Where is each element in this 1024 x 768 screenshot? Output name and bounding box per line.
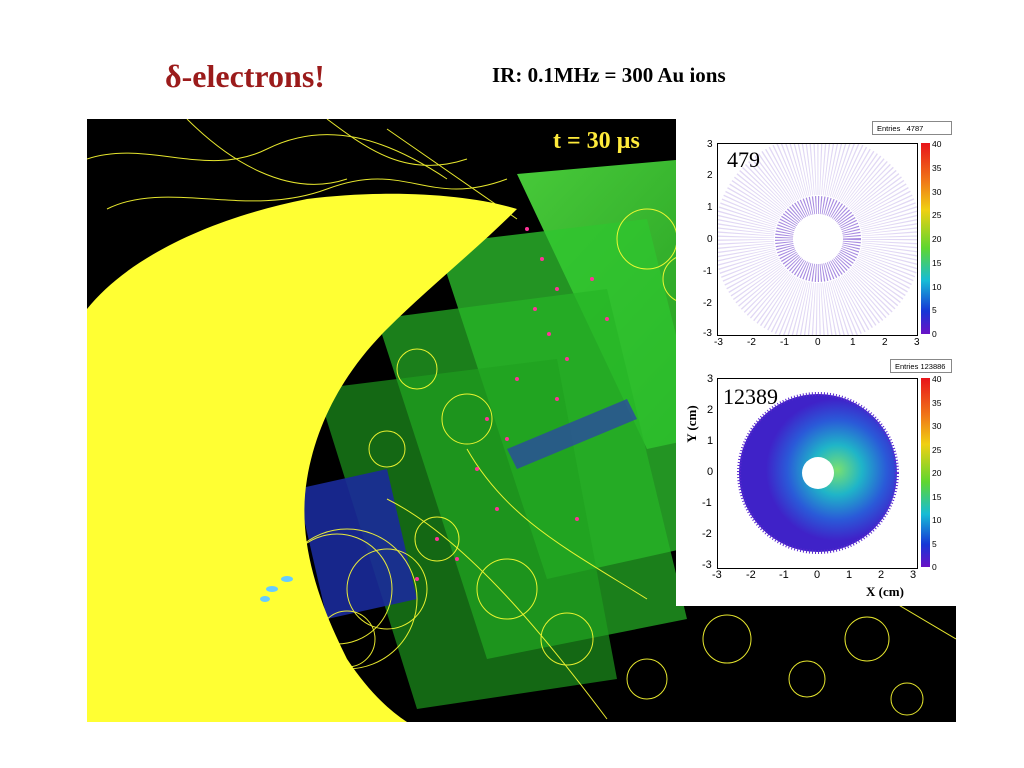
y-tick-1-6: -3 [703,328,712,339]
y-tick-2-4: -1 [702,497,712,509]
entries-value: 123886 [920,362,946,371]
colorbar-tick-1-2: 30 [932,187,942,197]
colorbar-tick-2-0: 40 [932,374,942,384]
y-tick-1-0: 3 [707,139,713,150]
x-tick-2-0: -3 [712,569,722,581]
y-tick-2-5: -2 [702,528,712,540]
entries-box-2: Entries 123886 [890,359,952,373]
y-axis-label: Y (cm) [684,405,699,443]
entries-box-1: Entries 4787 [872,121,952,135]
colorbar-tick-1-4: 20 [932,234,942,244]
plot-frame-1 [714,135,922,343]
slide-title: δ-electrons! [165,58,325,94]
colorbar-tick-2-3: 25 [932,445,942,455]
colorbar-tick-2-8: 0 [932,562,937,572]
y-tick-2-0: 3 [707,373,714,385]
y-tick-2-6: -3 [702,559,712,571]
y-tick-1-5: -2 [703,298,712,309]
track-visualization [87,119,956,722]
colorbar-tick-2-6: 10 [932,515,942,525]
colorbar-1 [921,143,930,334]
y-tick-2-3: 0 [707,466,714,478]
entries-label: Entries [877,124,901,133]
colorbar-tick-1-6: 10 [932,282,942,292]
x-tick-2-2: -1 [779,569,789,581]
x-tick-1-6: 3 [914,337,920,348]
x-axis-label: X (cm) [866,584,904,599]
colorbar-tick-2-1: 35 [932,398,942,408]
dense-track-cloud [87,193,517,722]
scatter-2 [737,392,899,554]
time-label: t = 30 µs [553,128,640,154]
x-tick-1-0: -3 [714,337,723,348]
x-tick-1-2: -1 [780,337,789,348]
y-tick-2-1: 2 [707,404,714,416]
hit-points [415,227,609,581]
colorbar-tick-2-4: 20 [932,468,942,478]
colorbar-tick-1-3: 25 [932,210,942,220]
x-tick-1-1: -2 [747,337,756,348]
y-tick-1-2: 1 [707,202,713,213]
entries-label: Entries [895,362,919,371]
occupancy-panel: Entries 4787 479 -3 -2 -1 0 1 2 3 3 2 1 … [676,116,956,606]
colorbar-tick-2-2: 30 [932,421,942,431]
colorbar-tick-1-5: 15 [932,258,942,268]
colorbar-tick-1-8: 0 [932,329,937,339]
plot-frame-2 [717,378,918,569]
hit-count-2: 12389 [723,384,778,409]
colorbar-tick-1-1: 35 [932,163,942,173]
colorbar-tick-2-7: 5 [932,539,937,549]
interaction-rate-label: IR: 0.1MHz = 300 Au ions [492,63,726,87]
x-tick-1-3: 0 [815,337,821,348]
x-tick-2-5: 2 [878,569,885,581]
colorbar-2 [921,378,930,567]
colorbar-tick-1-0: 40 [932,139,942,149]
x-tick-2-1: -2 [746,569,756,581]
detector-planes [297,159,787,709]
colorbar-tick-2-5: 15 [932,492,942,502]
colorbar-tick-1-7: 5 [932,305,937,315]
x-tick-2-3: 0 [814,569,821,581]
x-tick-2-6: 3 [910,569,917,581]
x-tick-1-4: 1 [850,337,856,348]
entries-value: 4787 [906,124,924,133]
x-tick-2-4: 1 [846,569,853,581]
hit-count-1: 479 [727,147,760,172]
y-tick-1-1: 2 [707,170,713,181]
x-tick-1-5: 2 [882,337,888,348]
blue-hits [260,576,293,602]
y-tick-1-4: -1 [703,266,712,277]
y-tick-1-3: 0 [707,234,713,245]
y-tick-2-2: 1 [707,435,714,447]
scatter-1 [714,135,922,343]
